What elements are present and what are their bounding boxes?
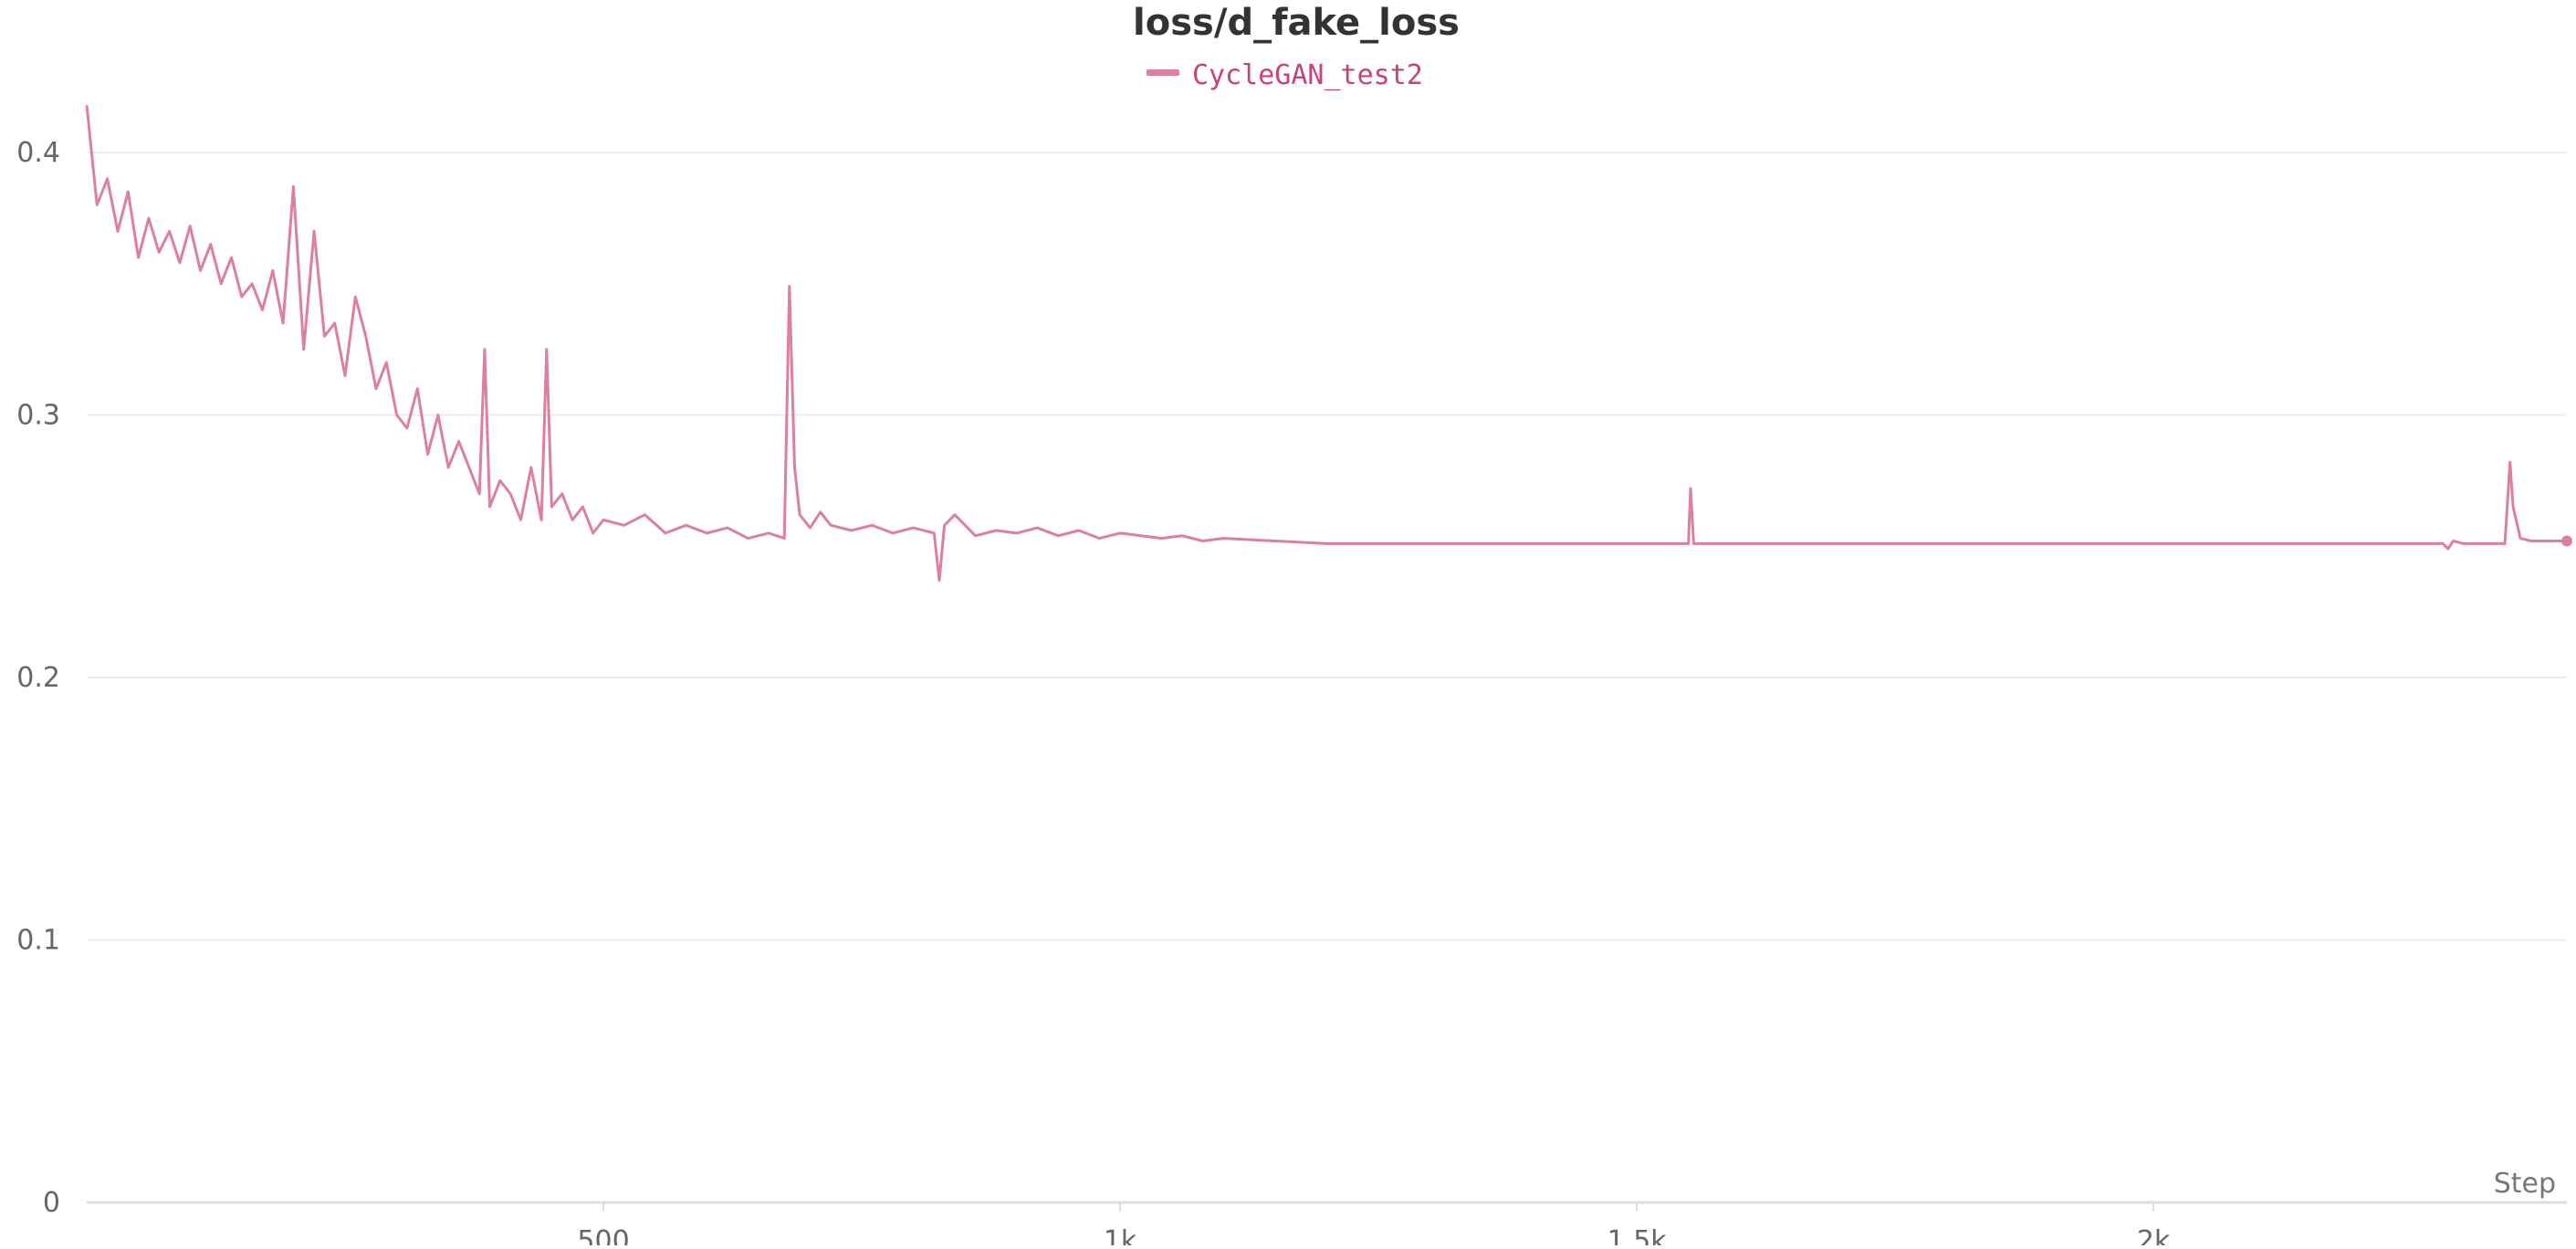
y-tick-label: 0.3 bbox=[16, 400, 60, 432]
y-tick-label: 0.2 bbox=[16, 662, 60, 694]
y-tick-label: 0.1 bbox=[16, 925, 60, 957]
x-axis: 500 1k 1.5k 2k bbox=[87, 1201, 2567, 1249]
y-tick-label: 0 bbox=[43, 1187, 60, 1219]
x-tick-label: 1k bbox=[1104, 1225, 1137, 1245]
chart-legend: CycleGAN_test2 bbox=[1147, 59, 1423, 91]
series-line-cyclegan-test2 bbox=[85, 105, 2567, 583]
chart-title: loss/d_fake_loss bbox=[1133, 2, 1460, 44]
y-axis: 0 0.1 0.2 0.3 0.4 bbox=[16, 137, 60, 1219]
y-tick-label: 0.4 bbox=[16, 137, 60, 169]
series-end-point bbox=[2561, 535, 2572, 547]
legend-label: CycleGAN_test2 bbox=[1192, 59, 1423, 91]
x-tick-label: 500 bbox=[577, 1225, 629, 1245]
grid-lines bbox=[87, 152, 2567, 941]
x-tick-label: 1.5k bbox=[1607, 1225, 1668, 1245]
series-layer bbox=[85, 105, 2572, 583]
x-axis-label: Step bbox=[2494, 1168, 2556, 1200]
x-tick-label: 2k bbox=[2137, 1225, 2171, 1245]
legend-swatch bbox=[1147, 69, 1179, 76]
